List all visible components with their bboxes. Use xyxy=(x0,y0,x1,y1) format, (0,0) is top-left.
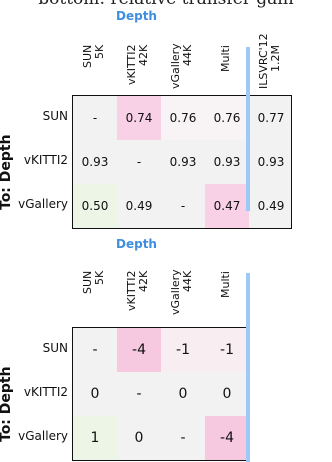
heatmap-cell: 0.76 xyxy=(205,96,249,140)
column-label-text: vGallery 44K xyxy=(169,269,194,315)
column-label: vGallery 44K xyxy=(160,269,204,315)
heatmap-cell: 0.93 xyxy=(249,140,291,184)
column-label: SUN 5K xyxy=(72,45,116,89)
heatmap-cell: 0.76 xyxy=(161,96,205,140)
heatmap-cell: - xyxy=(161,184,205,228)
heatmap-cell: - xyxy=(117,372,161,416)
heatmap-cell: 0 xyxy=(73,372,117,416)
heatmap-cell: 0.50 xyxy=(73,184,117,228)
row-label: vGallery xyxy=(18,429,68,443)
row-label: vKITTI2 xyxy=(23,385,68,399)
column-label-text: Multi xyxy=(219,45,232,72)
heatmap-cell: 0 xyxy=(117,416,161,460)
caption-fragment: bottom: relative transfer gain xyxy=(0,0,332,9)
column-label-text: SUN 5K xyxy=(81,45,106,69)
heatmap-cell: - xyxy=(73,328,117,372)
column-label-text: vKITTI2 42K xyxy=(125,45,150,86)
column-label-text: SUN 5K xyxy=(81,271,106,295)
heatmap-cell: 0.93 xyxy=(205,140,249,184)
heatmap-cell: -4 xyxy=(205,416,247,460)
heatmap-title: Depth xyxy=(116,9,157,23)
row-label: vGallery xyxy=(18,197,68,211)
column-label: Multi xyxy=(204,45,248,89)
heatmap-cell: - xyxy=(73,96,117,140)
heatmap-cell: -4 xyxy=(117,328,161,372)
column-label: vGallery 44K xyxy=(160,43,204,89)
heatmap-grid: -0.74 0.76 0.76 0.77 0.93-0.93 0.93 0.93 0.50 0.… xyxy=(72,95,292,229)
baseline-divider xyxy=(246,273,250,462)
heatmap-cell: 0 xyxy=(161,372,205,416)
column-label-text: Multi xyxy=(219,271,232,298)
heatmap-cell: 0.77 xyxy=(249,96,291,140)
column-label: ILSVRC'12 1.2M xyxy=(248,33,292,89)
heatmap-cell: -1 xyxy=(161,328,205,372)
heatmap-cell: 0.93 xyxy=(73,140,117,184)
heatmap-cell: 0.49 xyxy=(117,184,161,228)
heatmap-cell: 0.93 xyxy=(161,140,205,184)
column-label: Multi xyxy=(204,271,248,315)
column-label: vKITTI2 42K xyxy=(116,45,160,89)
heatmap-cell: 0 xyxy=(205,372,247,416)
row-label: SUN xyxy=(42,109,68,123)
heatmap-cell: - xyxy=(117,140,161,184)
column-label: vKITTI2 42K xyxy=(116,271,160,315)
heatmap-grid: - -4 -1 -1 0-0 0 1 0- -4 xyxy=(72,327,248,461)
heatmap-cell: 0.49 xyxy=(249,184,291,228)
column-label-text: vGallery 44K xyxy=(169,43,194,89)
heatmap-title: Depth xyxy=(116,237,157,251)
heatmap-cell: -1 xyxy=(205,328,247,372)
heatmap-cell: 0.47 xyxy=(205,184,249,228)
heatmap-cell: 0.74 xyxy=(117,96,161,140)
column-label-text: ILSVRC'12 1.2M xyxy=(257,33,282,89)
row-label: vKITTI2 xyxy=(23,153,68,167)
baseline-divider xyxy=(246,47,250,211)
column-label-text: vKITTI2 42K xyxy=(125,271,150,312)
column-label: SUN 5K xyxy=(72,271,116,315)
row-label: SUN xyxy=(42,341,68,355)
heatmap-cell: 1 xyxy=(73,416,117,460)
heatmap-cell: - xyxy=(161,416,205,460)
